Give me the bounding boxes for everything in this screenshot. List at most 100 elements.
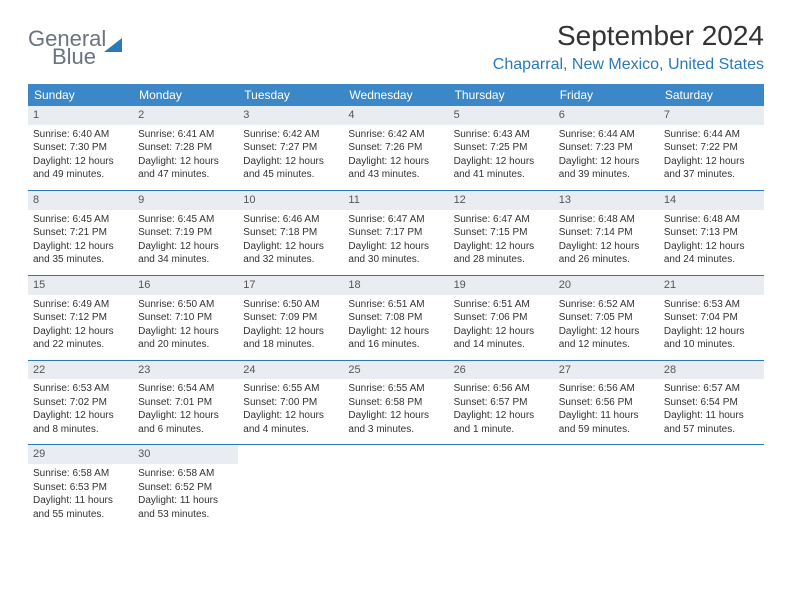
day-cell: 11Sunrise: 6:47 AMSunset: 7:17 PMDayligh… (343, 191, 448, 275)
day-number: 12 (449, 191, 554, 210)
sunrise-text: Sunrise: 6:41 AM (138, 128, 233, 142)
weekday-monday: Monday (133, 84, 238, 106)
daylight-text: Daylight: 12 hours and 43 minutes. (348, 155, 443, 182)
day-number: 29 (28, 445, 133, 464)
day-cell: 28Sunrise: 6:57 AMSunset: 6:54 PMDayligh… (659, 361, 764, 445)
day-cell: 4Sunrise: 6:42 AMSunset: 7:26 PMDaylight… (343, 106, 448, 190)
day-number: 5 (449, 106, 554, 125)
weekday-sunday: Sunday (28, 84, 133, 106)
weekday-header-row: SundayMondayTuesdayWednesdayThursdayFrid… (28, 84, 764, 106)
daylight-text: Daylight: 12 hours and 35 minutes. (33, 240, 128, 267)
sunset-text: Sunset: 7:26 PM (348, 141, 443, 155)
sunrise-text: Sunrise: 6:56 AM (454, 382, 549, 396)
day-cell: 12Sunrise: 6:47 AMSunset: 7:15 PMDayligh… (449, 191, 554, 275)
day-cell: 13 Sunrise: 6:48 AMSunset: 7:14 PMDayligh… (554, 191, 659, 275)
sunrise-text: Sunrise: 6:44 AM (664, 128, 759, 142)
sunset-text: Sunset: 6:52 PM (138, 481, 233, 495)
sunrise-text: Sunrise: 6:49 AM (33, 298, 128, 312)
daylight-text: Daylight: 12 hours and 1 minute. (454, 409, 549, 436)
sunset-text: Sunset: 7:15 PM (454, 226, 549, 240)
daylight-text: Daylight: 11 hours and 59 minutes. (559, 409, 654, 436)
day-cell: 10Sunrise: 6:46 AMSunset: 7:18 PMDayligh… (238, 191, 343, 275)
day-number: 11 (343, 191, 448, 210)
day-cell: 20Sunrise: 6:52 AMSunset: 7:05 PMDayligh… (554, 276, 659, 360)
day-number: 1 (28, 106, 133, 125)
sunrise-text: Sunrise: 6:51 AM (348, 298, 443, 312)
day-number: 13 (554, 191, 659, 210)
day-cell: 30Sunrise: 6:58 AMSunset: 6:52 PMDayligh… (133, 445, 238, 529)
sunset-text: Sunset: 7:22 PM (664, 141, 759, 155)
calendar-page: General Blue September 2024 Chaparral, N… (0, 0, 792, 549)
day-cell: 14Sunrise: 6:48 AMSunset: 7:13 PMDayligh… (659, 191, 764, 275)
day-cell: 24Sunrise: 6:55 AMSunset: 7:00 PMDayligh… (238, 361, 343, 445)
sunset-text: Sunset: 7:30 PM (33, 141, 128, 155)
week-row: 1Sunrise: 6:40 AMSunset: 7:30 PMDaylight… (28, 106, 764, 191)
sunset-text: Sunset: 7:21 PM (33, 226, 128, 240)
sunrise-text: Sunrise: 6:53 AM (33, 382, 128, 396)
sunrise-text: Sunrise: 6:45 AM (138, 213, 233, 227)
sunrise-text: Sunrise: 6:55 AM (243, 382, 338, 396)
day-number: 14 (659, 191, 764, 210)
day-cell: 23Sunrise: 6:54 AMSunset: 7:01 PMDayligh… (133, 361, 238, 445)
daylight-text: Daylight: 12 hours and 30 minutes. (348, 240, 443, 267)
week-row: 15Sunrise: 6:49 AMSunset: 7:12 PMDayligh… (28, 276, 764, 361)
sunrise-text: Sunrise: 6:42 AM (243, 128, 338, 142)
sunrise-text: Sunrise: 6:56 AM (559, 382, 654, 396)
sunset-text: Sunset: 6:56 PM (559, 396, 654, 410)
day-number: 19 (449, 276, 554, 295)
day-number: 25 (343, 361, 448, 380)
daylight-text: Daylight: 12 hours and 12 minutes. (559, 325, 654, 352)
sunset-text: Sunset: 7:28 PM (138, 141, 233, 155)
sunrise-text: Sunrise: 6:48 AM (559, 213, 654, 227)
day-cell: 29Sunrise: 6:58 AMSunset: 6:53 PMDayligh… (28, 445, 133, 529)
empty-cell (343, 445, 448, 529)
sunrise-text: Sunrise: 6:46 AM (243, 213, 338, 227)
daylight-text: Daylight: 12 hours and 16 minutes. (348, 325, 443, 352)
day-number: 8 (28, 191, 133, 210)
sunset-text: Sunset: 7:09 PM (243, 311, 338, 325)
daylight-text: Daylight: 12 hours and 6 minutes. (138, 409, 233, 436)
weekday-wednesday: Wednesday (343, 84, 448, 106)
daylight-text: Daylight: 12 hours and 18 minutes. (243, 325, 338, 352)
weekday-thursday: Thursday (449, 84, 554, 106)
header-row: General Blue September 2024 Chaparral, N… (28, 20, 764, 74)
sunrise-text: Sunrise: 6:50 AM (243, 298, 338, 312)
day-number: 6 (554, 106, 659, 125)
day-number: 21 (659, 276, 764, 295)
sunrise-text: Sunrise: 6:43 AM (454, 128, 549, 142)
day-number: 18 (343, 276, 448, 295)
day-number: 2 (133, 106, 238, 125)
empty-cell (659, 445, 764, 529)
empty-cell (449, 445, 554, 529)
daylight-text: Daylight: 12 hours and 32 minutes. (243, 240, 338, 267)
day-cell: 7Sunrise: 6:44 AMSunset: 7:22 PMDaylight… (659, 106, 764, 190)
empty-cell (554, 445, 659, 529)
sunrise-text: Sunrise: 6:54 AM (138, 382, 233, 396)
sunset-text: Sunset: 7:17 PM (348, 226, 443, 240)
sunrise-text: Sunrise: 6:48 AM (664, 213, 759, 227)
day-cell: 15Sunrise: 6:49 AMSunset: 7:12 PMDayligh… (28, 276, 133, 360)
daylight-text: Daylight: 11 hours and 57 minutes. (664, 409, 759, 436)
week-row: 22Sunrise: 6:53 AMSunset: 7:02 PMDayligh… (28, 361, 764, 446)
location-text: Chaparral, New Mexico, United States (493, 56, 764, 74)
day-cell: 3Sunrise: 6:42 AMSunset: 7:27 PMDaylight… (238, 106, 343, 190)
day-number: 27 (554, 361, 659, 380)
day-cell: 16Sunrise: 6:50 AMSunset: 7:10 PMDayligh… (133, 276, 238, 360)
logo-text-block: General Blue (28, 28, 106, 68)
sunset-text: Sunset: 7:14 PM (559, 226, 654, 240)
day-cell: 8Sunrise: 6:45 AMSunset: 7:21 PMDaylight… (28, 191, 133, 275)
day-cell: 22Sunrise: 6:53 AMSunset: 7:02 PMDayligh… (28, 361, 133, 445)
sunset-text: Sunset: 7:01 PM (138, 396, 233, 410)
daylight-text: Daylight: 11 hours and 53 minutes. (138, 494, 233, 521)
day-cell: 5Sunrise: 6:43 AMSunset: 7:25 PMDaylight… (449, 106, 554, 190)
sunrise-text: Sunrise: 6:58 AM (33, 467, 128, 481)
daylight-text: Daylight: 12 hours and 26 minutes. (559, 240, 654, 267)
day-number: 30 (133, 445, 238, 464)
sunset-text: Sunset: 6:53 PM (33, 481, 128, 495)
weekday-saturday: Saturday (659, 84, 764, 106)
day-cell: 21Sunrise: 6:53 AMSunset: 7:04 PMDayligh… (659, 276, 764, 360)
sunset-text: Sunset: 7:27 PM (243, 141, 338, 155)
daylight-text: Daylight: 12 hours and 14 minutes. (454, 325, 549, 352)
sunset-text: Sunset: 7:06 PM (454, 311, 549, 325)
day-cell: 19Sunrise: 6:51 AMSunset: 7:06 PMDayligh… (449, 276, 554, 360)
